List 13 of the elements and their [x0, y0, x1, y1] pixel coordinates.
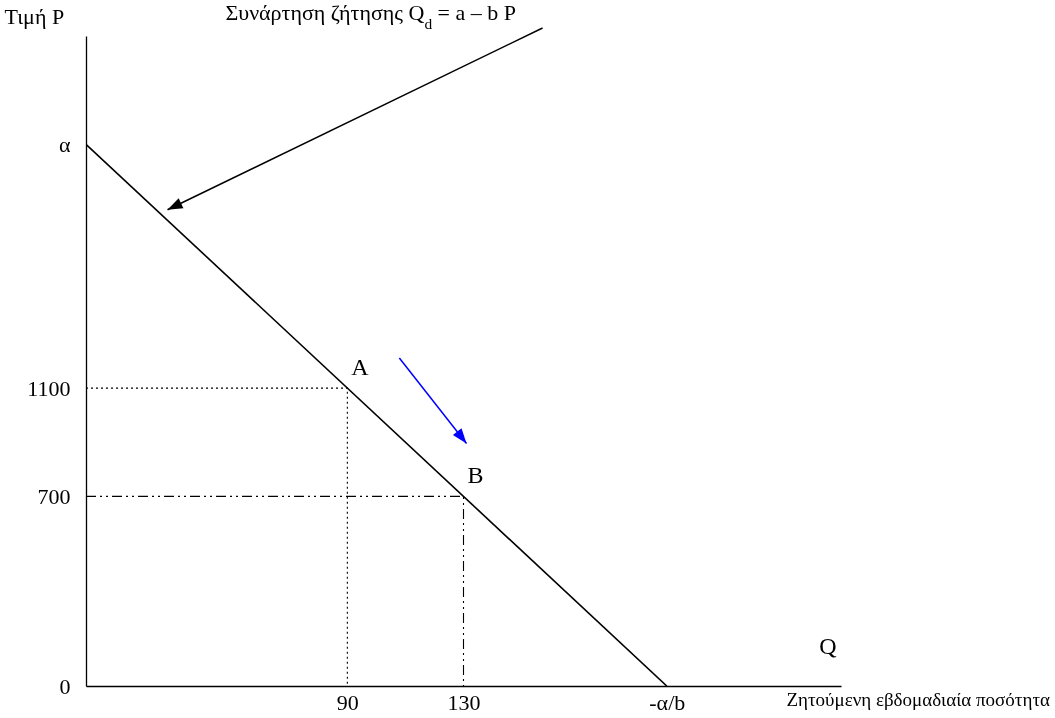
text: Ζητούμενη εβδομαδιαία ποσότητα: [786, 689, 1051, 710]
x-tick-label: -α/b: [649, 689, 686, 715]
annotation: A: [351, 354, 370, 381]
y-axis-title: Τιμή P: [4, 3, 65, 29]
annotation: B: [467, 462, 484, 489]
y-tick-label: 1100: [27, 375, 71, 401]
y-tick-label: 700: [37, 483, 71, 509]
x-tick-label: 130: [447, 689, 481, 715]
y-tick-label: α: [58, 131, 71, 157]
x-axis-title: Q: [819, 632, 837, 659]
x-tick-label: 90: [336, 689, 359, 715]
y-tick-label: 0: [59, 673, 71, 699]
text: Συνάρτηση ζήτησης Q$_{d}$ = a – b P: [225, 0, 517, 32]
